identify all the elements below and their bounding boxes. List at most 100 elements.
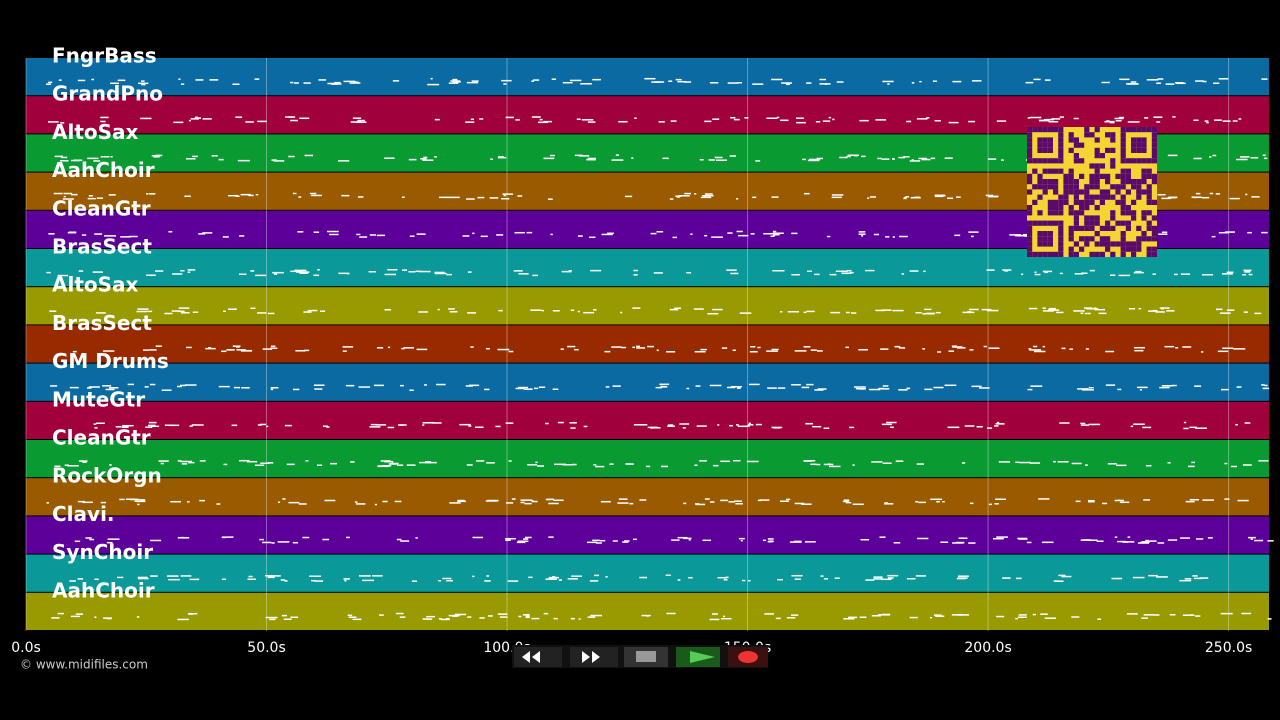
qr-cell <box>1084 127 1090 133</box>
qr-cell <box>1037 210 1043 216</box>
note <box>358 575 371 577</box>
qr-cell <box>1146 158 1152 164</box>
note <box>1055 580 1064 583</box>
note <box>317 464 323 466</box>
note <box>314 580 324 582</box>
note <box>595 465 605 468</box>
note <box>195 116 198 119</box>
note <box>987 427 993 429</box>
qr-cell <box>1094 231 1100 237</box>
rewind-button[interactable] <box>514 647 562 667</box>
note <box>1117 388 1122 391</box>
qr-cell <box>1053 184 1059 190</box>
note <box>832 118 835 121</box>
qr-cell <box>1131 184 1137 190</box>
note <box>462 235 470 237</box>
note <box>108 387 119 389</box>
note <box>712 118 720 120</box>
note <box>543 157 555 160</box>
note <box>1128 307 1136 310</box>
note <box>1051 118 1061 120</box>
note <box>354 501 358 503</box>
note <box>1221 388 1229 391</box>
note <box>952 346 963 348</box>
note <box>186 158 196 160</box>
record-button[interactable] <box>728 647 768 667</box>
note <box>457 499 465 502</box>
note <box>91 78 95 81</box>
note <box>94 233 103 235</box>
qr-cell <box>1131 210 1137 216</box>
note <box>791 614 799 616</box>
stop-button[interactable] <box>624 647 668 667</box>
qr-cell <box>1136 137 1142 143</box>
note <box>1042 345 1046 348</box>
note <box>304 154 313 157</box>
note <box>171 310 181 312</box>
note <box>772 232 784 234</box>
note <box>532 274 538 277</box>
note <box>144 386 149 388</box>
qr-cell <box>1073 179 1079 185</box>
note <box>374 503 378 506</box>
note <box>467 616 472 618</box>
qr-cell <box>1125 179 1131 185</box>
note <box>326 426 330 428</box>
play-button[interactable] <box>676 647 720 667</box>
note <box>752 196 757 199</box>
note <box>830 311 841 314</box>
qr-cell <box>1068 189 1074 195</box>
note <box>935 311 941 314</box>
qr-cell <box>1063 173 1069 179</box>
note <box>469 384 480 387</box>
note <box>968 308 979 311</box>
note <box>850 312 857 314</box>
track-name: FngrBass <box>52 44 157 68</box>
note <box>923 270 926 273</box>
note <box>178 307 190 309</box>
note <box>327 82 340 85</box>
note <box>1026 541 1032 544</box>
qr-cell <box>1120 137 1126 143</box>
note <box>102 385 112 387</box>
note <box>995 498 1006 501</box>
note <box>398 424 407 426</box>
qr-cell <box>1125 246 1131 252</box>
note <box>1180 537 1190 539</box>
note <box>670 120 677 122</box>
qr-cell <box>1027 231 1033 237</box>
note <box>553 499 564 502</box>
qr-cell <box>1047 241 1053 247</box>
note <box>887 577 894 579</box>
note <box>911 82 915 84</box>
note <box>611 159 624 161</box>
forward-button[interactable] <box>570 647 618 667</box>
note <box>1262 387 1270 390</box>
note <box>231 424 238 427</box>
note <box>1173 273 1178 276</box>
note <box>741 579 746 582</box>
note <box>353 81 359 83</box>
note <box>523 538 529 540</box>
qr-cell <box>1068 179 1074 185</box>
note <box>668 80 673 82</box>
note <box>804 541 816 543</box>
note <box>180 460 193 463</box>
note <box>715 159 728 161</box>
note <box>750 345 756 348</box>
note <box>1209 192 1214 195</box>
note <box>676 196 680 198</box>
note <box>330 462 337 465</box>
note <box>823 578 829 580</box>
note <box>934 120 941 122</box>
note <box>1089 269 1095 272</box>
note <box>257 312 267 314</box>
qr-cell <box>1115 173 1121 179</box>
note <box>592 539 600 542</box>
note <box>269 618 276 621</box>
qr-cell <box>1042 189 1048 195</box>
note <box>311 579 316 582</box>
note <box>1043 118 1054 121</box>
qr-cell <box>1042 236 1048 242</box>
note <box>666 351 676 353</box>
